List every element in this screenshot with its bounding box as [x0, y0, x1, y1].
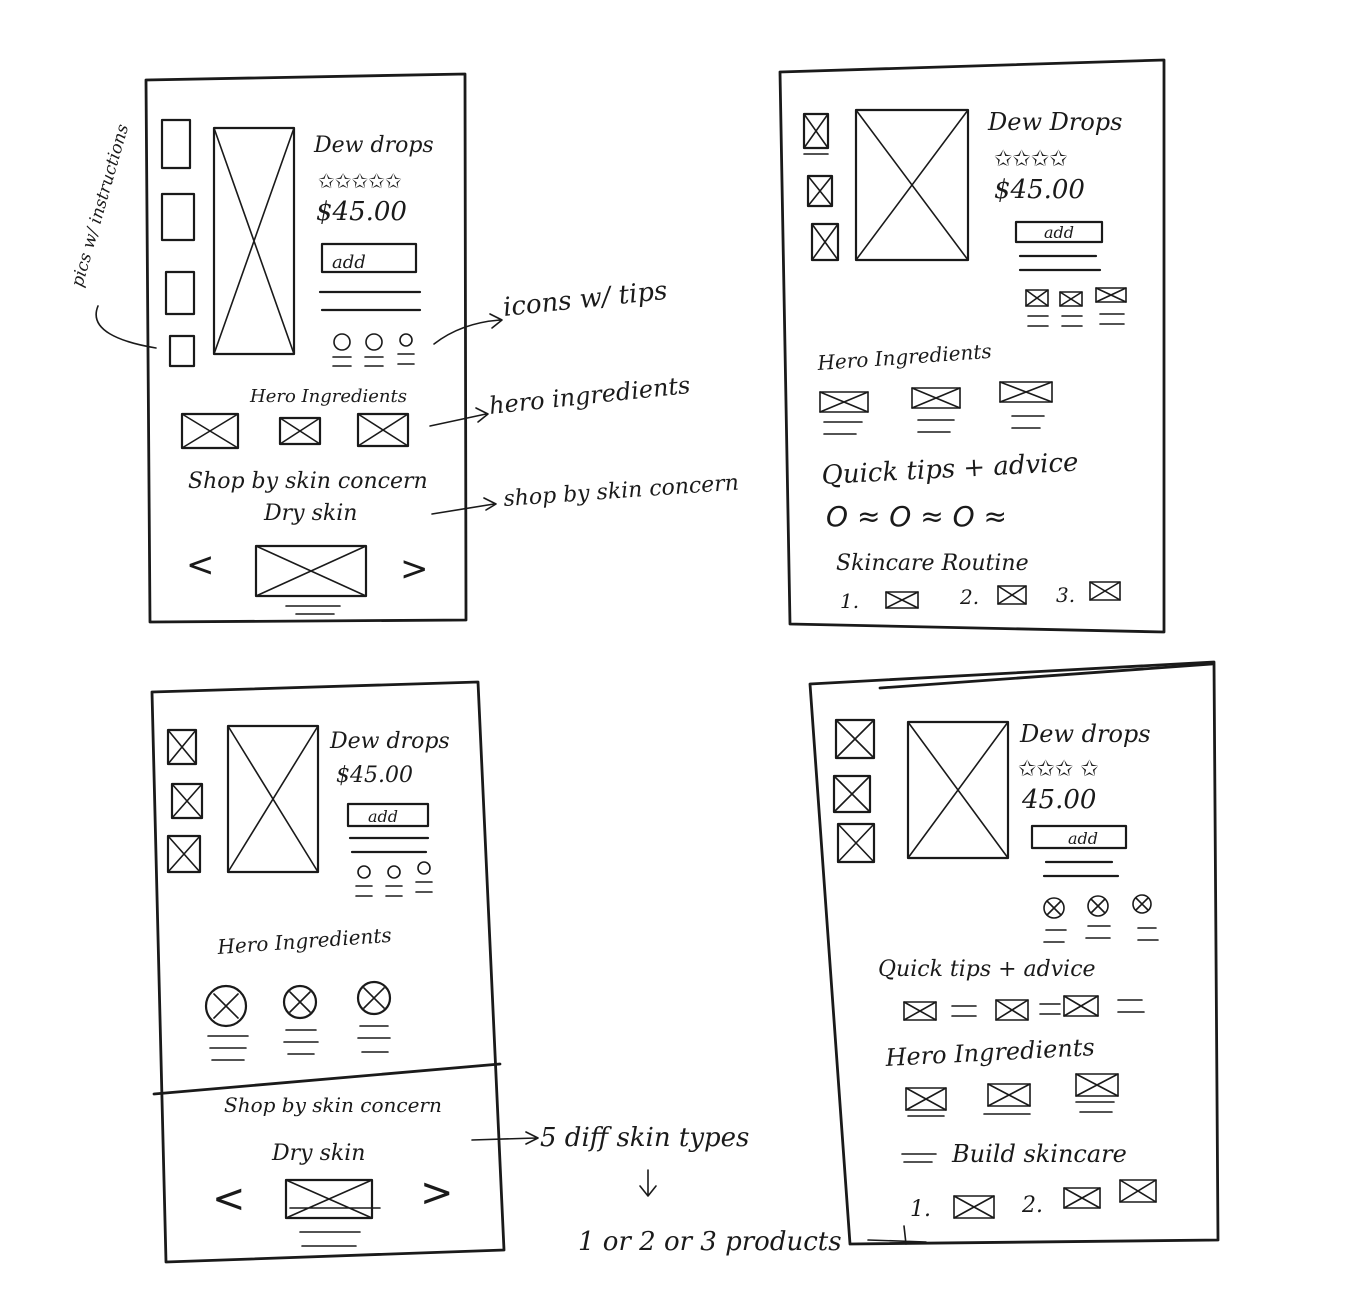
annotation-hero-arrow: [429, 407, 489, 427]
annotations-left: pics w/ instructions icons w/ tips hero …: [68, 122, 740, 515]
sketch-c-description-lines: [348, 836, 430, 854]
annotation-diff-types: 5 diff skin types: [540, 1123, 749, 1153]
sketch-b-routine-1: 1.: [840, 589, 859, 613]
sketch-b-tips-heading: Quick tips + advice: [821, 448, 1079, 491]
sketch-d-frame: [808, 660, 1220, 1246]
sketch-a-tip-icons: [332, 333, 415, 367]
annotation-pics-pointer: [95, 305, 157, 349]
sketch-d-build-2: 2.: [1021, 1193, 1043, 1218]
sketch-d: Dew drops ✩✩✩ ✩ 45.00 add Quick tips + a…: [808, 660, 1220, 1246]
sketch-a-thumb-1: [160, 118, 192, 170]
annotation-products-tail: [867, 1225, 927, 1245]
sketch-d-rating-stars: ✩✩✩ ✩: [1018, 757, 1099, 782]
sketch-a-description-lines: [318, 290, 422, 312]
sketch-d-hero-images: [905, 1073, 1119, 1117]
sketch-a-add-label: add: [332, 252, 366, 273]
sketch-d-top-rule: [878, 662, 1214, 690]
sketch-a-product-name: Dew drops: [313, 133, 434, 158]
annotation-down-arrow: [639, 1169, 657, 1197]
sketch-a-add-button[interactable]: add: [320, 242, 418, 274]
sketch-d-price: 45.00: [1021, 785, 1096, 815]
sketch-d-tips-heading: Quick tips + advice: [878, 957, 1096, 982]
sketch-d-tip-icons: [1043, 894, 1159, 943]
sketch-c-tip-icons: [355, 861, 433, 897]
sketch-b-rating-stars: ✩✩✩✩: [994, 147, 1068, 172]
sketch-c-main-image: [226, 724, 320, 874]
sketch-b-thumbnails: [802, 112, 840, 262]
sketch-b-tips-row: O ≈ O ≈ O ≈: [826, 500, 1007, 533]
annotation-shop-concern: shop by skin concern: [503, 471, 740, 512]
annotation-icons-arrow: [433, 313, 503, 345]
sketch-c-thumbnails: [166, 728, 204, 874]
sketch-b-add-button[interactable]: add: [1014, 220, 1104, 244]
annotation-shop-arrow: [431, 497, 497, 515]
sketch-b-frame: [778, 58, 1166, 634]
sketch-a-concern-value: Dry skin: [263, 501, 357, 526]
annotation-icons-tips: icons w/ tips: [502, 276, 669, 323]
sketch-d-add-button[interactable]: add: [1030, 824, 1128, 850]
annotation-products-count: 1 or 2 or 3 products: [578, 1227, 842, 1257]
sketch-c-carousel-next[interactable]: >: [420, 1170, 454, 1216]
sketch-d-strikeout: [901, 1153, 937, 1163]
sketch-a-price: $45.00: [316, 197, 407, 227]
sketch-a-carousel-image: [254, 544, 368, 615]
annotation-hero-ingredients: hero ingredients: [488, 371, 692, 420]
sketch-c-add-button[interactable]: add: [346, 802, 430, 828]
sketch-b-price: $45.00: [994, 175, 1085, 205]
sketch-d-hero-heading: Hero Ingredients: [884, 1033, 1096, 1072]
sketch-b-routine-2: 2.: [959, 585, 979, 609]
sketch-a-concern-heading: Shop by skin concern: [188, 469, 428, 494]
sketch-d-main-image: [906, 720, 1010, 860]
annotations-bottom: 5 diff skin types 1 or 2 or 3 products: [471, 1123, 927, 1257]
sketch-a-main-image: [212, 126, 296, 356]
sketch-a: Dew drops ✩✩✩✩✩ $45.00 add Hero Ingredie…: [144, 72, 468, 624]
sketch-b-add-label: add: [1044, 223, 1074, 242]
sketch-b-hero-images: [819, 381, 1053, 435]
sketch-d-product-name: Dew drops: [1019, 720, 1151, 748]
sketch-a-carousel-prev[interactable]: <: [186, 545, 215, 585]
sketch-c-price: $45.00: [336, 763, 413, 788]
sketch-a-thumb-2: [160, 192, 196, 242]
sketch-b-description-lines: [1018, 254, 1102, 272]
sketch-a-hero-images: [180, 412, 410, 450]
sketch-c-product-name: Dew drops: [329, 729, 450, 754]
sketch-b-main-image: [854, 108, 970, 262]
sketch-c-section-divider: [152, 1062, 502, 1096]
sketch-c-carousel-image: [284, 1178, 381, 1247]
sketch-a-frame: [144, 72, 468, 624]
sketch-c-hero-images: [204, 980, 392, 1061]
sketch-d-tips-row: [903, 995, 1145, 1021]
sketch-a-thumb-4: [168, 334, 196, 368]
sketch-a-rating-stars: ✩✩✩✩✩: [318, 169, 402, 193]
sketch-c-concern-heading: Shop by skin concern: [224, 1093, 442, 1117]
sketch-c-frame: [150, 680, 506, 1264]
sketch-d-build-heading: Build skincare: [951, 1140, 1127, 1168]
sketch-b-routine-heading: Skincare Routine: [836, 551, 1029, 576]
sketch-b-product-name: Dew Drops: [987, 108, 1122, 136]
annotation-pics-instructions: pics w/ instructions: [68, 122, 134, 290]
sketch-c-carousel-prev[interactable]: <: [212, 1176, 246, 1222]
sketch-d-build-1: 1.: [910, 1197, 931, 1222]
sketch-c-hero-heading: Hero Ingredients: [216, 923, 393, 959]
sketch-c-add-label: add: [368, 807, 398, 826]
sketch-b-tip-icons: [1025, 287, 1127, 327]
sketch-a-carousel-next[interactable]: >: [400, 549, 429, 589]
sketch-d-description-lines: [1042, 860, 1120, 878]
sketch-b-routine-3: 3.: [1056, 583, 1075, 607]
sketch-d-add-label: add: [1068, 829, 1098, 848]
sketch-c: Dew drops $45.00 add Hero Ingredients Sh…: [150, 680, 506, 1264]
sketch-c-concern-value: Dry skin: [271, 1141, 365, 1166]
sketch-b-routine-steps: 1. 2. 3.: [840, 581, 1121, 613]
annotation-types-arrow: [471, 1131, 539, 1145]
sketch-b-hero-heading: Hero Ingredients: [816, 339, 993, 375]
sketch-b: Dew Drops ✩✩✩✩ $45.00 add Hero Ingredien…: [778, 58, 1166, 634]
sketch-a-hero-heading: Hero Ingredients: [249, 386, 407, 407]
sketch-a-thumb-3: [164, 270, 196, 316]
sketch-d-thumbnails: [832, 718, 876, 864]
sketch-d-build-steps: 1. 2.: [910, 1179, 1157, 1222]
